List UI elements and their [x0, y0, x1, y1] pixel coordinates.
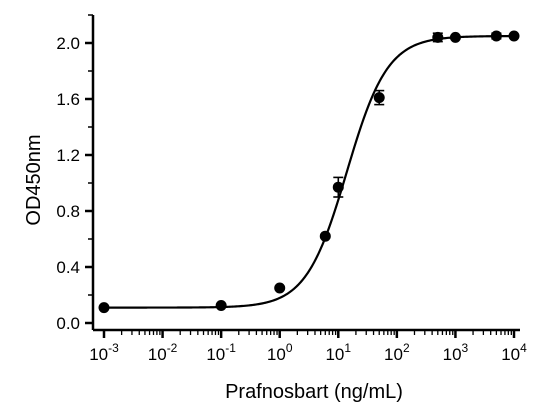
data-point-group [215, 300, 227, 311]
data-point-group [373, 89, 385, 106]
data-point-group [319, 230, 331, 242]
x-axis-ticks: 10-3 10-2 10-1 100 101 102 103 104 [89, 330, 527, 364]
x-tick-label: 101 [325, 341, 351, 364]
x-tick-label: 102 [384, 341, 410, 364]
data-point [449, 31, 461, 43]
x-tick-label: 10-1 [206, 341, 236, 364]
data-point [373, 92, 385, 104]
y-tick-label: 1.2 [56, 146, 80, 165]
data-point [215, 300, 227, 311]
x-tick-label: 104 [501, 341, 527, 364]
data-point-group [490, 30, 502, 42]
data-point [432, 31, 444, 43]
data-point [319, 230, 331, 242]
y-axis-title: OD450nm [23, 134, 45, 225]
data-point-group [449, 31, 461, 43]
data-point [490, 30, 502, 42]
data-point [332, 181, 344, 193]
fit-curve [104, 34, 515, 309]
x-axis-title: Prafnosbart (ng/mL) [225, 381, 403, 403]
x-tick-label: 10-2 [148, 341, 178, 364]
data-point [98, 302, 110, 314]
y-tick-label: 1.6 [56, 90, 80, 109]
data-point [508, 30, 520, 42]
data-points [98, 30, 520, 314]
x-tick-label: 100 [267, 341, 293, 364]
x-tick-label: 10-3 [89, 341, 119, 364]
y-axis-ticks: 0.0 0.4 0.8 1.2 1.6 2.0 [56, 14, 93, 333]
data-point-group [274, 282, 286, 294]
y-tick-label: 0.0 [56, 314, 80, 333]
data-point-group [432, 31, 444, 43]
y-tick-label: 0.4 [56, 258, 80, 277]
y-tick-label: 0.8 [56, 202, 80, 221]
y-tick-label: 2.0 [56, 34, 80, 53]
axes [91, 15, 520, 332]
data-point-group [98, 302, 110, 314]
x-tick-label: 103 [443, 341, 469, 364]
data-point-group [508, 30, 520, 42]
data-point [274, 282, 286, 294]
data-point-group [332, 176, 344, 198]
